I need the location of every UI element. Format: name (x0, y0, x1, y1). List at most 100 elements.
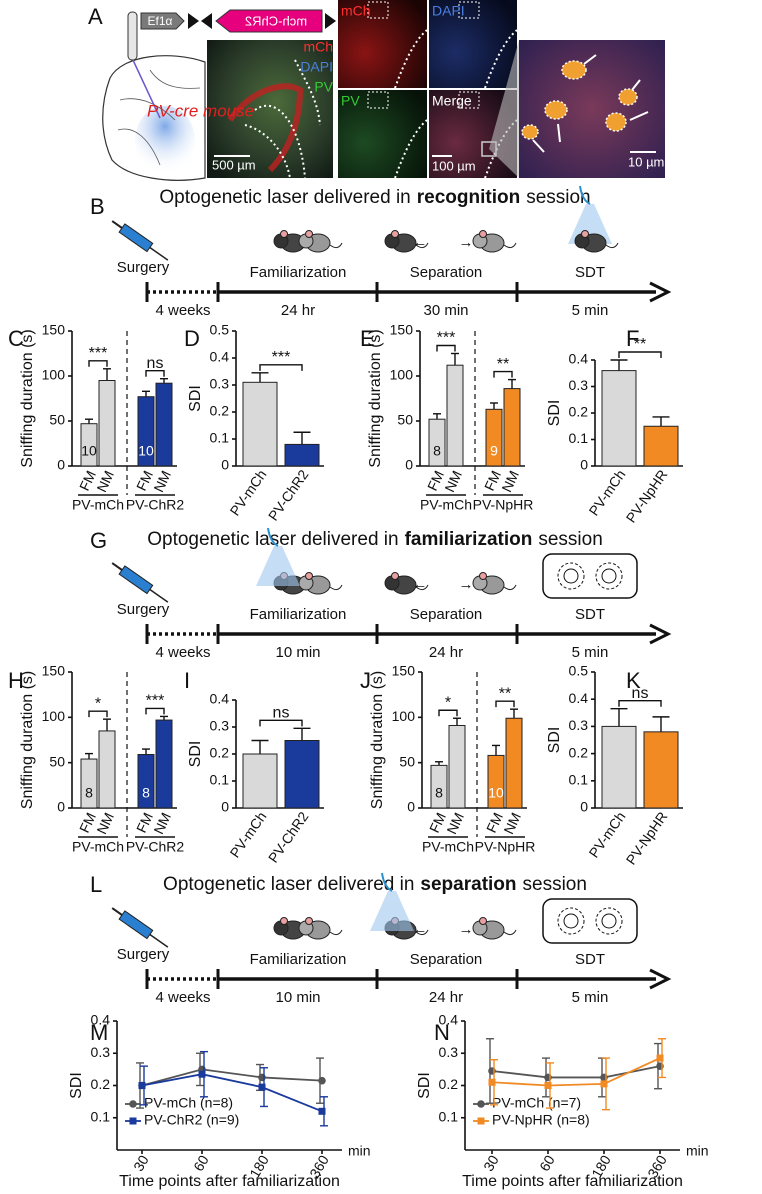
session-title: Optogenetic laser delivered in familiariz… (147, 529, 603, 550)
n-label: 9 (490, 443, 498, 459)
y-tick-label: 100 (42, 367, 66, 383)
arena-cup (601, 568, 617, 584)
duration-label: 4 weeks (155, 644, 210, 661)
x-tick-label: FM (133, 468, 156, 493)
duration-label: 5 min (572, 302, 609, 319)
x-tick-label: FM (76, 468, 99, 493)
session-title-part: familiarization (405, 529, 533, 550)
n-label: 10 (81, 443, 97, 459)
bar (643, 425, 679, 467)
n-label: 8 (433, 443, 441, 459)
y-axis-label: SDI (416, 1072, 433, 1099)
y-tick-label: 0.3 (569, 717, 589, 733)
y-tick-label: 0.4 (439, 1012, 459, 1028)
stage-label: SDT (575, 264, 605, 281)
y-tick-label: 50 (399, 753, 415, 769)
brain-contour (117, 69, 201, 166)
arrow-glyph: → (459, 234, 474, 251)
y-tick-label: 100 (392, 708, 416, 724)
y-tick-label: 0.3 (210, 376, 230, 392)
y-axis-label: Sniffing duration (s) (367, 329, 384, 467)
significance-label: *** (89, 345, 108, 362)
panel-label: H (8, 668, 24, 693)
y-tick-label: 0 (407, 799, 415, 815)
fiber-tip (132, 59, 161, 119)
overview-outline (244, 59, 321, 179)
point (318, 1107, 326, 1115)
arrow-glyph: → (459, 921, 474, 938)
y-tick-label: 0.3 (439, 1044, 459, 1060)
significance-bracket (145, 370, 165, 377)
bar (487, 754, 505, 809)
arena-cup (557, 562, 585, 590)
group-label: PV-NpHR (475, 839, 536, 855)
y-tick-label: 0.2 (210, 745, 230, 761)
overview-stripe (227, 83, 304, 173)
x-tick-label: NM (93, 468, 117, 495)
y-tick-label: 0.5 (569, 663, 589, 679)
stage-label: Surgery (117, 601, 170, 618)
y-tick-label: 0.4 (210, 349, 230, 365)
x-axis-label: Time points after familiarization (119, 1173, 340, 1190)
bar (284, 740, 320, 809)
y-tick-label: 0.1 (210, 430, 230, 446)
channel-label: DAPI (300, 59, 333, 75)
significance-label: *** (272, 349, 291, 366)
arena-cup (601, 913, 617, 929)
y-tick-label: 50 (49, 753, 65, 769)
syringe-barrel (118, 565, 154, 595)
panel-label: L (90, 872, 102, 897)
panel-label: B (90, 194, 105, 219)
fiber-cable (267, 527, 279, 547)
bar (242, 381, 278, 467)
duration-label: 5 min (572, 644, 609, 661)
series-line (491, 1057, 661, 1087)
y-tick-label: 0.3 (569, 377, 589, 393)
x-tick-label: NM (498, 468, 522, 495)
point (198, 1070, 206, 1078)
optic-fiber (127, 11, 138, 61)
series-line (491, 1065, 661, 1079)
session-title-part: separation (420, 874, 516, 895)
panel-label: F (626, 326, 639, 351)
panel-label: A (88, 4, 103, 29)
y-axis-label: SDI (546, 400, 563, 427)
significance-label: * (445, 694, 451, 711)
mouse-tail (503, 929, 517, 936)
y-tick-label: 0.3 (91, 1044, 111, 1060)
legend-label: PV-NpHR (n=8) (492, 1112, 590, 1128)
y-tick-label: 0.4 (210, 691, 230, 707)
x-tick-label: FM (483, 810, 506, 835)
significance-bracket (438, 709, 458, 717)
arena-cup (563, 568, 579, 584)
bar (485, 408, 503, 467)
y-tick-label: 0 (57, 457, 65, 473)
arena-cup (563, 913, 579, 929)
session-title: Optogenetic laser delivered in separation… (163, 874, 587, 895)
stage-label: Familiarization (250, 951, 347, 968)
stage-label: Surgery (117, 946, 170, 963)
group-label: PV-mCh (420, 497, 472, 513)
point (544, 1082, 552, 1089)
series-line (141, 1073, 323, 1113)
x-tick-label: PV-mCh (585, 467, 628, 519)
quadrant-label: Merge (432, 93, 472, 109)
legend-marker (477, 1117, 485, 1125)
x-tick-label: PV-NpHR (623, 467, 671, 526)
bar (242, 753, 278, 809)
x-tick-label: FM (424, 468, 447, 493)
significance-bracket (495, 700, 515, 708)
y-tick-label: 0.1 (210, 772, 230, 788)
syringe-icon (111, 562, 169, 603)
y-tick-label: 100 (42, 708, 66, 724)
panel-label: K (626, 668, 641, 693)
n-label: 10 (488, 785, 504, 801)
arrow-glyph: → (459, 576, 474, 593)
bar (284, 443, 320, 467)
y-tick-label: 0 (57, 799, 65, 815)
stage-label: SDT (575, 606, 605, 623)
significance-label: ** (634, 336, 646, 353)
bar (155, 382, 173, 467)
x-tick-label: FM (133, 810, 156, 835)
